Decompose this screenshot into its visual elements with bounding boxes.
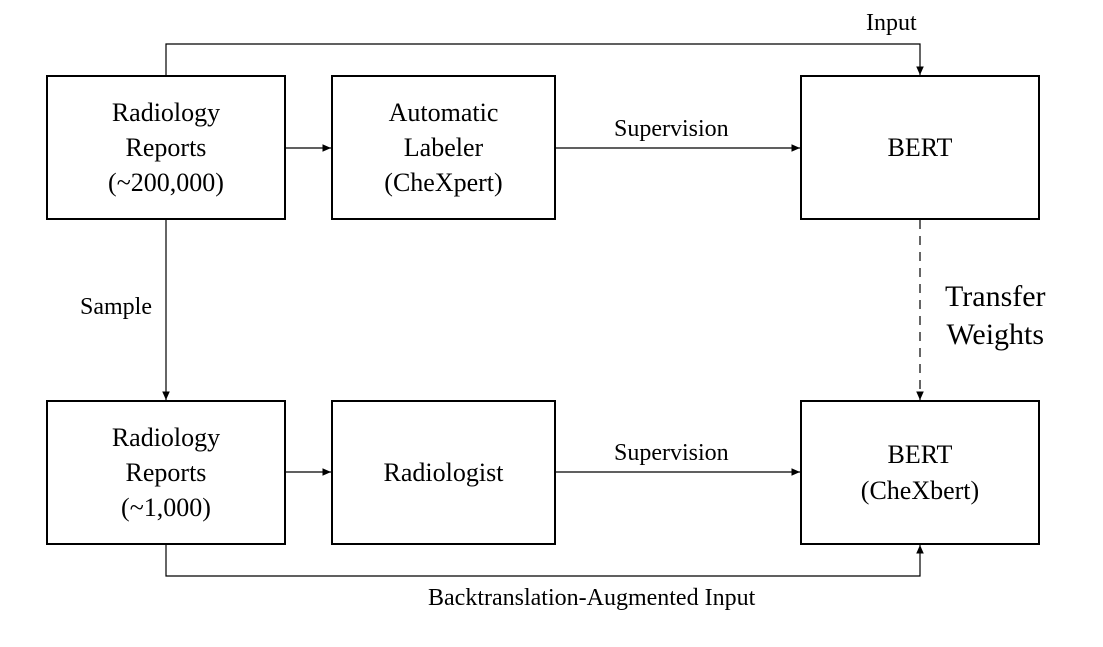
edge-label-e8: Backtranslation-Augmented Input <box>428 585 755 612</box>
diagram-canvas: RadiologyReports(~200,000) AutomaticLabel… <box>0 0 1103 647</box>
edge-e7 <box>166 44 920 75</box>
node-chexbert: BERT(CheXbert) <box>800 400 1040 545</box>
edge-label-e7: Input <box>866 10 917 37</box>
edge-label-e6: TransferWeights <box>945 278 1046 353</box>
node-radiologist: Radiologist <box>331 400 556 545</box>
node-label: BERT(CheXbert) <box>861 437 979 507</box>
node-label: Radiologist <box>384 455 504 490</box>
node-reports_large: RadiologyReports(~200,000) <box>46 75 286 220</box>
edge-label-e2: Supervision <box>614 116 729 143</box>
node-label: RadiologyReports(~200,000) <box>108 95 224 200</box>
edge-e8 <box>166 545 920 576</box>
node-label: RadiologyReports(~1,000) <box>112 420 220 525</box>
edge-label-e5: Supervision <box>614 440 729 467</box>
node-auto_labeler: AutomaticLabeler(CheXpert) <box>331 75 556 220</box>
node-label: AutomaticLabeler(CheXpert) <box>384 95 502 200</box>
node-reports_small: RadiologyReports(~1,000) <box>46 400 286 545</box>
node-label: BERT <box>888 130 953 165</box>
edge-label-e3: Sample <box>80 294 152 321</box>
node-bert: BERT <box>800 75 1040 220</box>
